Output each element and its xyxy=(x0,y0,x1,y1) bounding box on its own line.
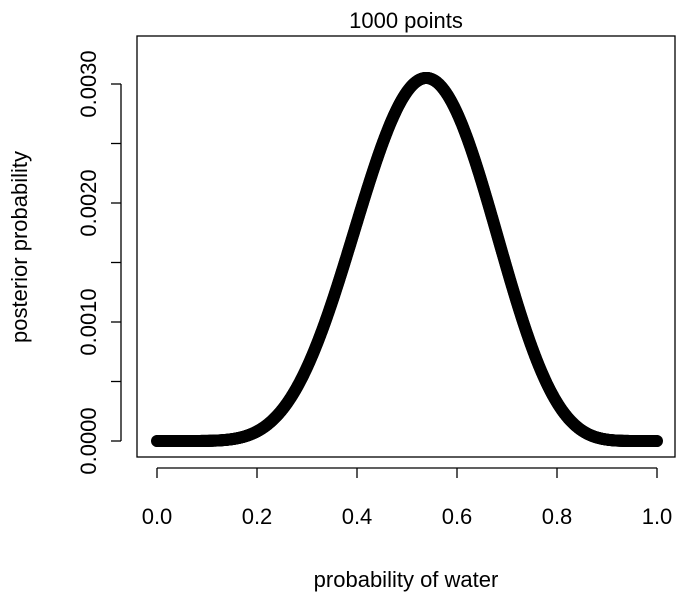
y-axis: 0.0000 0.0010 0.0020 0.0030 xyxy=(76,50,122,475)
x-tick-label: 0.2 xyxy=(242,504,273,529)
y-tick-label: 0.0010 xyxy=(76,288,101,355)
data-points xyxy=(151,71,663,447)
x-tick-label: 0.0 xyxy=(142,504,173,529)
x-axis-title: probability of water xyxy=(314,567,499,592)
y-tick-label: 0.0020 xyxy=(76,169,101,236)
chart-title: 1000 points xyxy=(349,8,463,33)
x-tick-label: 0.4 xyxy=(342,504,373,529)
y-axis-title: posterior probability xyxy=(7,151,32,343)
x-tick-label: 1.0 xyxy=(642,504,673,529)
y-tick-label: 0.0000 xyxy=(76,407,101,474)
x-tick-label: 0.6 xyxy=(442,504,473,529)
y-tick-label: 0.0030 xyxy=(76,50,101,117)
x-tick-label: 0.8 xyxy=(542,504,573,529)
data-point xyxy=(651,435,663,447)
x-axis: 0.0 0.2 0.4 0.6 0.8 1.0 xyxy=(142,467,673,529)
plot-frame xyxy=(136,35,676,458)
